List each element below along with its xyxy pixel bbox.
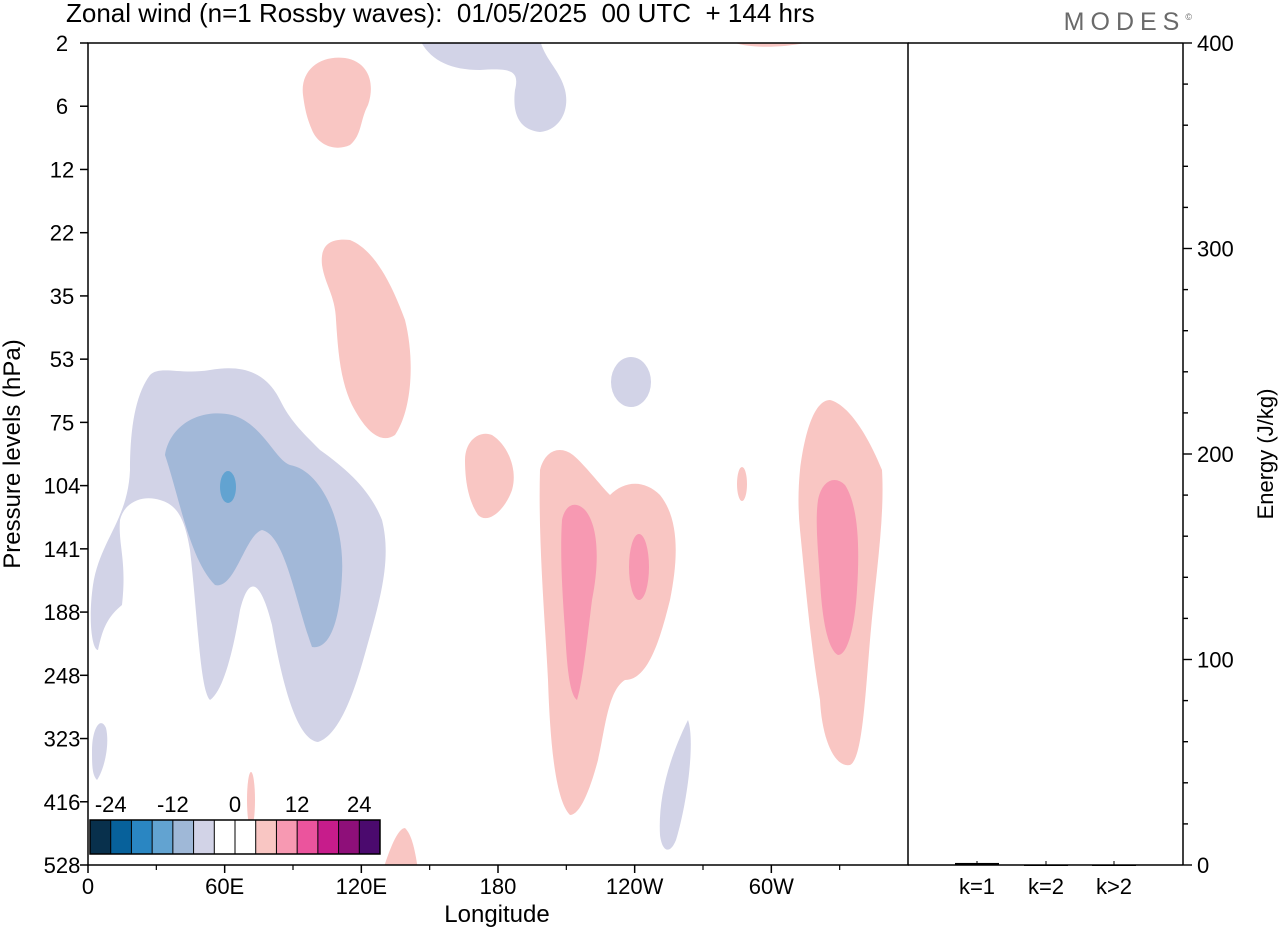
colorbar-swatch bbox=[255, 820, 277, 854]
energy-tick-label: 300 bbox=[1197, 237, 1234, 262]
colorbar-swatch bbox=[235, 820, 257, 854]
logo-mark: © bbox=[1185, 12, 1192, 22]
energy-bar bbox=[1024, 865, 1068, 866]
negative-contour-small bbox=[611, 357, 651, 407]
x-tick-label: 120W bbox=[606, 874, 664, 899]
colorbar-swatch bbox=[338, 820, 360, 854]
colorbar-tick-label: -12 bbox=[157, 792, 189, 817]
colorbar-swatch bbox=[172, 820, 194, 854]
positive-contour-blob bbox=[465, 433, 514, 519]
y-tick-label: 35 bbox=[50, 284, 74, 309]
x-tick-label: 60W bbox=[749, 874, 794, 899]
y-tick-label: 104 bbox=[44, 474, 81, 499]
positive-contour-pacific bbox=[539, 450, 676, 815]
positive-contour-bottom bbox=[384, 828, 418, 865]
energy-category-label: k>2 bbox=[1096, 874, 1132, 899]
colorbar: -24 -12 0 12 24 bbox=[89, 792, 381, 855]
positive-core-pacific-east bbox=[629, 534, 649, 600]
x-tick-label: 60E bbox=[205, 874, 244, 899]
y-axis-label: Pressure levels (hPa) bbox=[0, 339, 26, 568]
y-tick-label: 416 bbox=[44, 790, 81, 815]
positive-contour-strat-mid bbox=[321, 239, 411, 439]
negative-contour-inner bbox=[165, 413, 343, 648]
negative-contour-core bbox=[220, 471, 236, 503]
modes-logo: MODES© bbox=[1064, 8, 1192, 37]
positive-contour-strat-top bbox=[302, 57, 371, 148]
pressure-axis: 2 6 12 22 35 53 75 104 141 188 248 323 416 528 bbox=[44, 31, 88, 878]
colorbar-swatch bbox=[193, 820, 215, 854]
colorbar-swatch bbox=[276, 820, 298, 854]
energy-tick-label: 400 bbox=[1197, 31, 1234, 56]
colorbar-swatch bbox=[359, 820, 381, 854]
y-tick-label: 2 bbox=[56, 31, 68, 56]
y-tick-label: 188 bbox=[44, 600, 81, 625]
energy-tick-label: 200 bbox=[1197, 442, 1234, 467]
colorbar-swatch bbox=[317, 820, 339, 854]
colorbar-swatch bbox=[90, 820, 112, 854]
energy-axis-label: Energy (J/kg) bbox=[1253, 389, 1278, 520]
energy-axis: 0 100 200 300 400 bbox=[1183, 31, 1234, 878]
negative-contour-edge bbox=[92, 723, 108, 780]
positive-contour-thin bbox=[247, 772, 255, 828]
positive-contour-top-edge bbox=[735, 43, 805, 47]
y-tick-label: 22 bbox=[50, 221, 74, 246]
negative-contour-slant bbox=[659, 720, 691, 850]
longitude-axis: 0 60E 120E 180 120W 60W bbox=[82, 865, 841, 899]
colorbar-swatch bbox=[152, 820, 174, 854]
logo-text: MODES bbox=[1063, 8, 1186, 36]
colorbar-swatch bbox=[214, 820, 236, 854]
y-tick-label: 53 bbox=[50, 347, 74, 372]
x-tick-label: 120E bbox=[336, 874, 387, 899]
colorbar-tick-label: 24 bbox=[347, 792, 371, 817]
x-tick-label: 0 bbox=[82, 874, 94, 899]
negative-contour-top bbox=[421, 43, 567, 132]
colorbar-swatch bbox=[110, 820, 132, 854]
y-tick-label: 248 bbox=[44, 663, 81, 688]
energy-category-label: k=2 bbox=[1028, 874, 1064, 899]
y-tick-label: 6 bbox=[56, 94, 68, 119]
x-tick-label: 180 bbox=[480, 874, 517, 899]
y-tick-label: 323 bbox=[44, 727, 81, 752]
y-tick-label: 75 bbox=[50, 410, 74, 435]
energy-bars: k=1 k=2 k>2 bbox=[955, 861, 1136, 899]
colorbar-tick-label: 0 bbox=[229, 792, 241, 817]
positive-contour-tiny bbox=[737, 467, 747, 501]
y-tick-label: 528 bbox=[44, 853, 81, 878]
colorbar-swatch bbox=[297, 820, 319, 854]
energy-category-label: k=1 bbox=[959, 874, 995, 899]
y-tick-label: 141 bbox=[44, 537, 81, 562]
positive-core-atlantic bbox=[816, 480, 859, 655]
contour-field bbox=[90, 43, 883, 865]
chart-title: Zonal wind (n=1 Rossby waves): 01/05/202… bbox=[66, 0, 815, 28]
x-axis-label: Longitude bbox=[444, 901, 549, 928]
y-tick-label: 12 bbox=[50, 157, 74, 182]
colorbar-swatch bbox=[131, 820, 153, 854]
energy-tick-label: 0 bbox=[1197, 853, 1209, 878]
energy-tick-label: 100 bbox=[1197, 648, 1234, 673]
positive-core-pacific-west bbox=[561, 504, 597, 700]
colorbar-tick-label: -24 bbox=[95, 792, 127, 817]
energy-bar bbox=[1092, 865, 1136, 866]
colorbar-tick-label: 12 bbox=[285, 792, 309, 817]
